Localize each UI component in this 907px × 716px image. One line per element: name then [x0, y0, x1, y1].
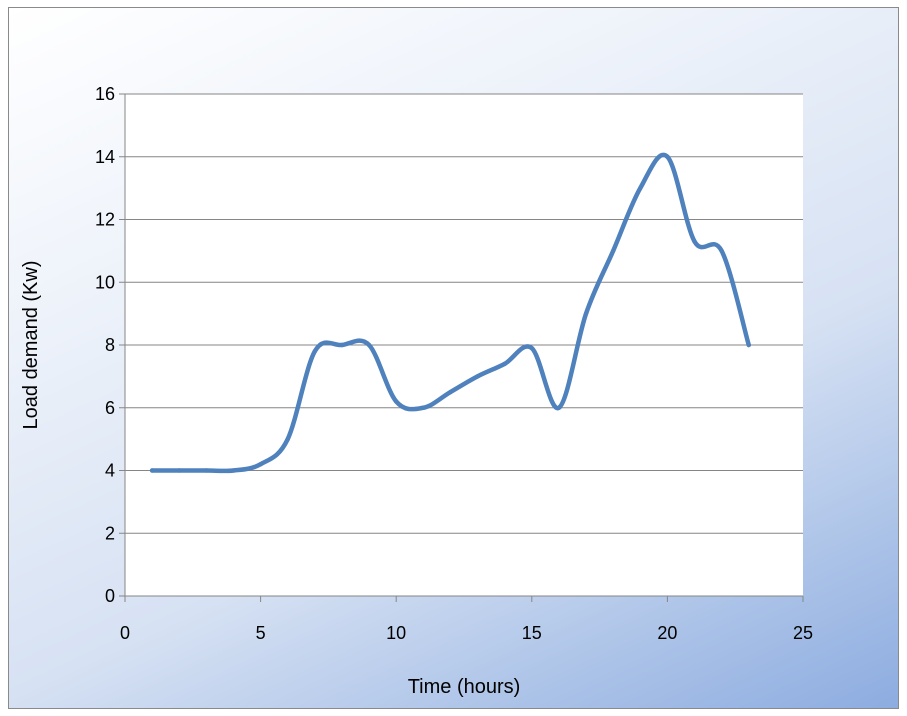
data-point-20	[665, 154, 670, 159]
x-tick-label-0: 0	[120, 623, 130, 643]
y-tick-label-8: 8	[105, 335, 115, 355]
data-point-13	[475, 374, 480, 379]
data-point-19	[638, 185, 643, 191]
y-tick-label-14: 14	[95, 147, 115, 167]
x-axis-title: Time (hours)	[408, 676, 521, 698]
series-group	[149, 152, 752, 474]
y-axis-title: Load demand (Kw)	[20, 261, 42, 430]
x-tick-label-25: 25	[793, 623, 813, 643]
data-point-2	[177, 468, 182, 473]
y-tick-label-0: 0	[105, 586, 115, 606]
data-point-8	[339, 342, 345, 348]
x-tick-labels: 0 5 10 15 20 25	[120, 623, 813, 643]
y-tick-label-4: 4	[105, 461, 115, 481]
data-point-17	[583, 311, 589, 316]
axes	[119, 93, 804, 602]
data-point-1	[149, 468, 155, 473]
data-point-10	[394, 399, 399, 404]
data-point-12	[448, 389, 453, 395]
data-point-16	[556, 405, 562, 410]
x-tick-label-20: 20	[657, 623, 677, 643]
data-point-18	[610, 248, 616, 254]
data-point-3	[204, 468, 209, 473]
data-point-6	[285, 436, 290, 442]
data-point-5	[258, 462, 263, 467]
data-point-9	[366, 342, 372, 348]
y-tick-label-2: 2	[105, 523, 115, 543]
x-tick-label-10: 10	[386, 623, 406, 643]
data-point-15	[529, 345, 534, 351]
y-tick-label-16: 16	[95, 84, 115, 104]
data-point-7	[312, 349, 318, 354]
data-point-23	[746, 342, 751, 348]
y-tick-label-10: 10	[95, 272, 115, 292]
data-point-22	[719, 248, 724, 254]
data-point-4	[231, 468, 236, 473]
x-tick-label-15: 15	[522, 623, 542, 643]
data-point-14	[502, 361, 507, 367]
y-tick-label-12: 12	[95, 210, 115, 230]
x-tick-label-5: 5	[256, 623, 266, 643]
data-point-11	[421, 405, 426, 410]
y-tick-labels: 0 2 4 6 8 10 12 14 16	[95, 84, 115, 606]
data-point-21	[692, 239, 697, 244]
y-tick-label-6: 6	[105, 398, 115, 418]
